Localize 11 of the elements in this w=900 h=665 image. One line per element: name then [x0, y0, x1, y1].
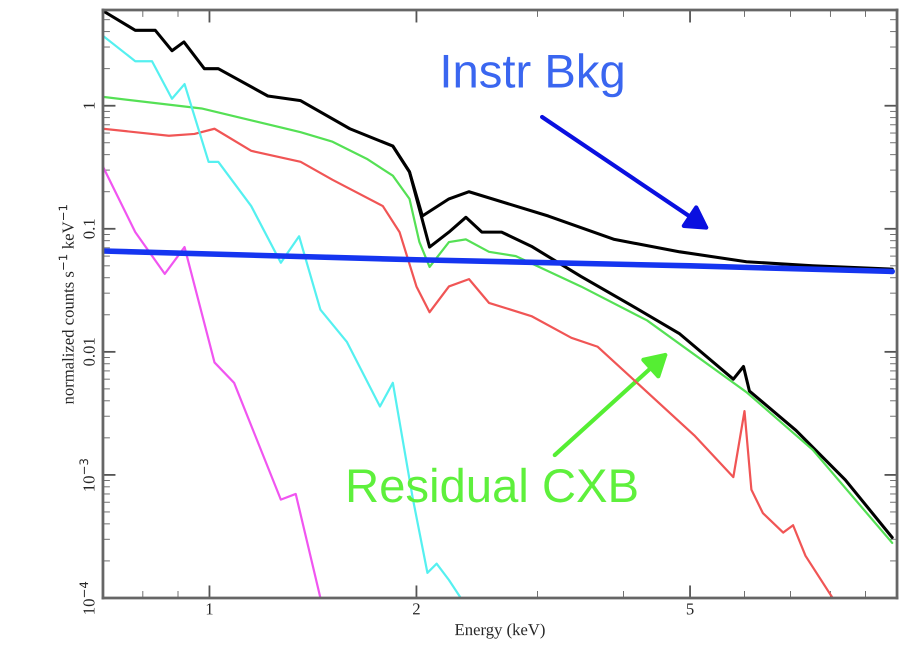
y-tick-label: 10$^{−4}$ — [80, 582, 95, 614]
x-tick-label: 5 — [686, 603, 694, 615]
y-tick-label: 1 — [84, 102, 95, 108]
y-axis-title: normalized counts s$^{−1}$ keV$^{−1}$ — [58, 205, 74, 404]
x-tick-label: 1 — [206, 603, 213, 614]
x-axis-title: Energy (keV) — [455, 624, 545, 639]
x-tick-label: 2 — [413, 603, 420, 614]
y-tick-label: 10$^{−3}$ — [79, 459, 95, 491]
y-tick-label: 0.1 — [83, 219, 95, 239]
annotation: Instr Bkg — [444, 53, 623, 98]
y-tick-label: 0.01 — [83, 338, 95, 366]
